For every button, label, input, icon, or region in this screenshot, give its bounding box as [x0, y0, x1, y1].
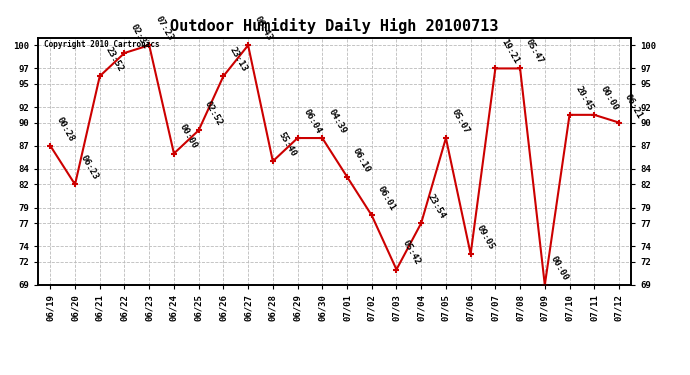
Text: 23:54: 23:54	[425, 193, 446, 220]
Text: 06:21: 06:21	[623, 92, 644, 120]
Text: 06:04: 06:04	[302, 108, 323, 135]
Text: 06:01: 06:01	[376, 185, 397, 213]
Text: 05:47: 05:47	[524, 38, 546, 66]
Text: 07:23: 07:23	[153, 15, 175, 42]
Text: 23:13: 23:13	[228, 46, 249, 74]
Text: 06:43: 06:43	[253, 15, 273, 42]
Text: 00:00: 00:00	[549, 255, 570, 282]
Text: 02:52: 02:52	[203, 100, 224, 128]
Text: 19:21: 19:21	[500, 38, 521, 66]
Text: 20:45: 20:45	[573, 84, 595, 112]
Text: 00:00: 00:00	[178, 123, 199, 151]
Text: Copyright 2010 Cartronics: Copyright 2010 Cartronics	[44, 40, 159, 49]
Text: 05:07: 05:07	[450, 108, 471, 135]
Text: 00:28: 00:28	[55, 115, 76, 143]
Text: 00:00: 00:00	[598, 84, 620, 112]
Text: 05:42: 05:42	[401, 239, 422, 267]
Text: 09:05: 09:05	[475, 224, 496, 251]
Text: 06:10: 06:10	[351, 146, 373, 174]
Text: 06:23: 06:23	[79, 154, 101, 182]
Text: 55:40: 55:40	[277, 131, 298, 159]
Text: 04:39: 04:39	[326, 108, 348, 135]
Title: Outdoor Humidity Daily High 20100713: Outdoor Humidity Daily High 20100713	[170, 18, 499, 33]
Text: 02:31: 02:31	[128, 22, 150, 50]
Text: 23:52: 23:52	[104, 46, 125, 74]
